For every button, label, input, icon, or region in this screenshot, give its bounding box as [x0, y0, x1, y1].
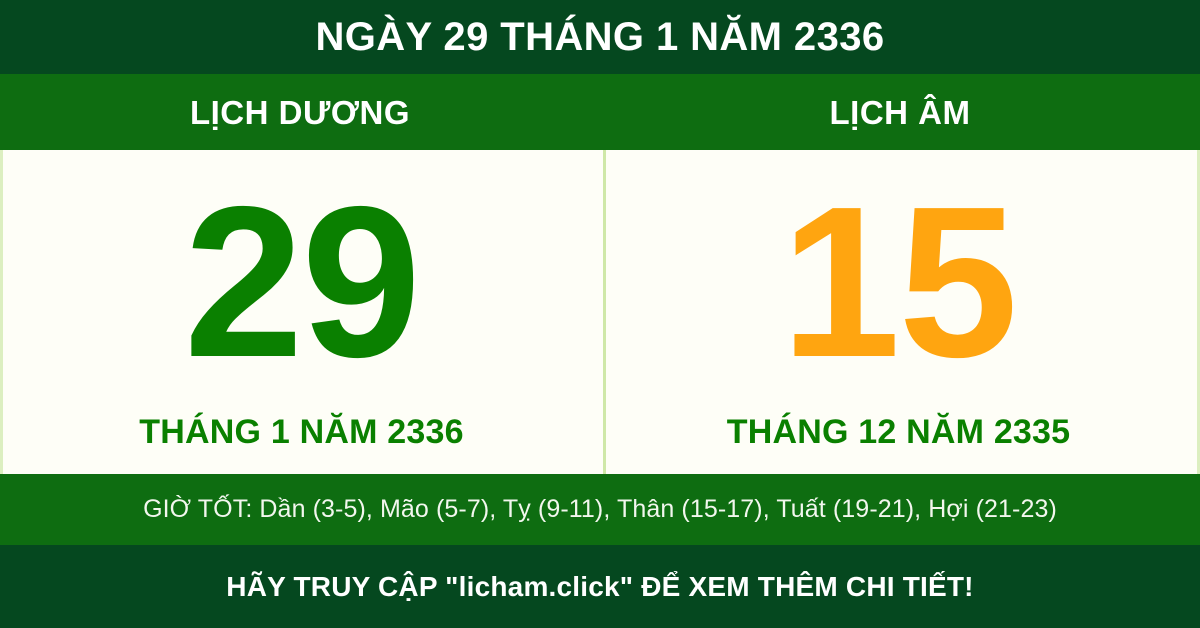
solar-column: 29 THÁNG 1 NĂM 2336: [3, 150, 600, 474]
lunar-day-number: 15: [780, 161, 1018, 402]
date-panel: 29 THÁNG 1 NĂM 2336 15 THÁNG 12 NĂM 2335: [0, 150, 1200, 474]
column-header-solar-label: LỊCH DƯƠNG: [189, 93, 410, 131]
good-hours-text: GIỜ TỐT: Dần (3-5), Mão (5-7), Tỵ (9-11)…: [143, 495, 1057, 523]
solar-month-year: THÁNG 1 NĂM 2336: [139, 413, 464, 451]
column-header-lunar: LỊCH ÂM: [600, 74, 1200, 150]
column-headers: LỊCH DƯƠNG LỊCH ÂM: [0, 74, 1200, 150]
footer-banner: HÃY TRUY CẬP "licham.click" ĐỂ XEM THÊM …: [0, 545, 1200, 628]
title-bar: NGÀY 29 THÁNG 1 NĂM 2336: [0, 0, 1200, 74]
lunar-column: 15 THÁNG 12 NĂM 2335: [600, 150, 1197, 474]
good-hours-band: GIỜ TỐT: Dần (3-5), Mão (5-7), Tỵ (9-11)…: [0, 474, 1200, 545]
column-header-lunar-label: LỊCH ÂM: [829, 93, 971, 131]
page-title: NGÀY 29 THÁNG 1 NĂM 2336: [315, 15, 885, 59]
footer-cta-text: HÃY TRUY CẬP "licham.click" ĐỂ XEM THÊM …: [226, 570, 974, 602]
column-header-solar: LỊCH DƯƠNG: [0, 74, 600, 150]
column-divider: [603, 150, 606, 474]
lunar-month-year: THÁNG 12 NĂM 2335: [726, 413, 1071, 451]
solar-day-number: 29: [183, 161, 421, 402]
